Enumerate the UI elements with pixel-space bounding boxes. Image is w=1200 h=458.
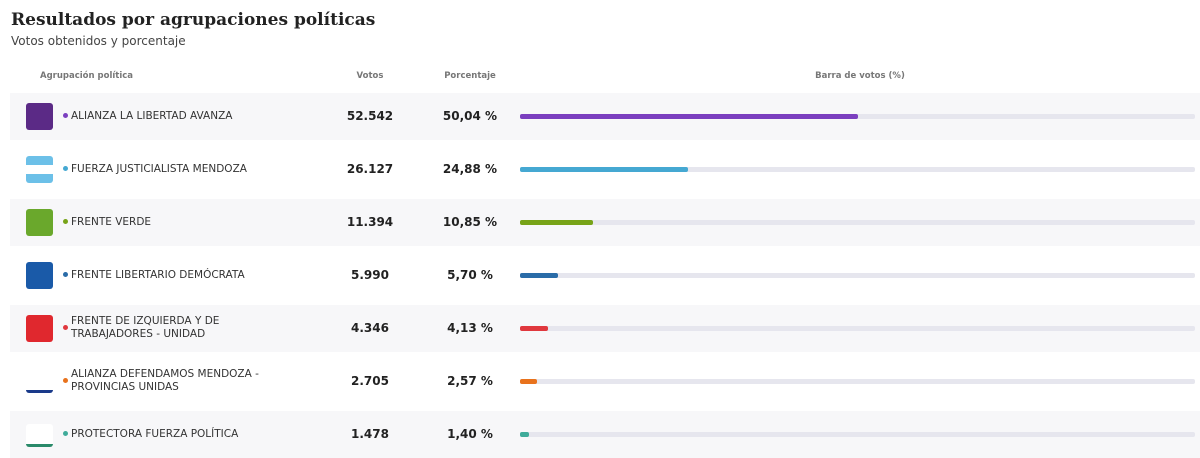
party-dot (63, 113, 68, 118)
party-name: ALIANZA DEFENDAMOS MENDOZA - PROVINCIAS … (71, 368, 259, 393)
column-header: Votos (356, 71, 384, 81)
votes: 2.705 (351, 374, 389, 388)
votes: 11.394 (346, 215, 394, 229)
bar (520, 432, 530, 437)
party-name: FUERZA JUSTICIALISTA MENDOZA (71, 162, 247, 175)
column-header: Porcentaje (444, 71, 496, 81)
percentage: 2,57 % (447, 374, 493, 388)
column-header: Barra de votos (%) (815, 71, 905, 81)
party-logo (26, 315, 53, 342)
party-dot (63, 272, 68, 277)
party-dot (63, 431, 68, 436)
party-dot (63, 378, 68, 383)
percentage: 10,85 % (442, 215, 498, 229)
party-name: PROTECTORA FUERZA POLÍTICA (71, 427, 239, 440)
bar-track (520, 220, 1195, 225)
bar (520, 379, 538, 384)
party-name: ALIANZA LA LIBERTAD AVANZA (71, 109, 233, 122)
bar-track (520, 432, 1195, 437)
bar (520, 326, 548, 331)
party-name: FRENTE DE IZQUIERDA Y DE TRABAJADORES - … (71, 315, 220, 340)
votes: 4.346 (351, 321, 389, 335)
party-logo (26, 424, 53, 447)
bar (520, 167, 688, 172)
votes: 26.127 (346, 162, 394, 176)
percentage: 50,04 % (442, 109, 498, 123)
bar-track (520, 379, 1195, 384)
percentage: 5,70 % (447, 268, 493, 282)
percentage: 1,40 % (447, 427, 493, 441)
bar-track (520, 167, 1195, 172)
party-logo (26, 209, 53, 236)
party-logo (26, 370, 53, 393)
party-dot (63, 166, 68, 171)
title: Resultados por agrupaciones políticas (11, 10, 376, 30)
party-logo (26, 103, 53, 130)
party-logo (26, 156, 53, 183)
bar (520, 273, 559, 278)
bar (520, 220, 594, 225)
percentage: 4,13 % (447, 321, 493, 335)
votes: 5.990 (351, 268, 389, 282)
column-header: Agrupación política (40, 71, 134, 81)
subtitle: Votos obtenidos y porcentaje (11, 34, 186, 48)
party-dot (63, 325, 68, 330)
percentage: 24,88 % (442, 162, 498, 176)
bar-track (520, 326, 1195, 331)
votes: 52.542 (346, 109, 394, 123)
bar (520, 114, 858, 119)
party-name: FRENTE LIBERTARIO DEMÓCRATA (71, 268, 245, 281)
party-name: FRENTE VERDE (71, 215, 152, 228)
party-dot (63, 219, 68, 224)
bar-track (520, 273, 1195, 278)
party-logo (26, 262, 53, 289)
votes: 1.478 (351, 427, 389, 441)
